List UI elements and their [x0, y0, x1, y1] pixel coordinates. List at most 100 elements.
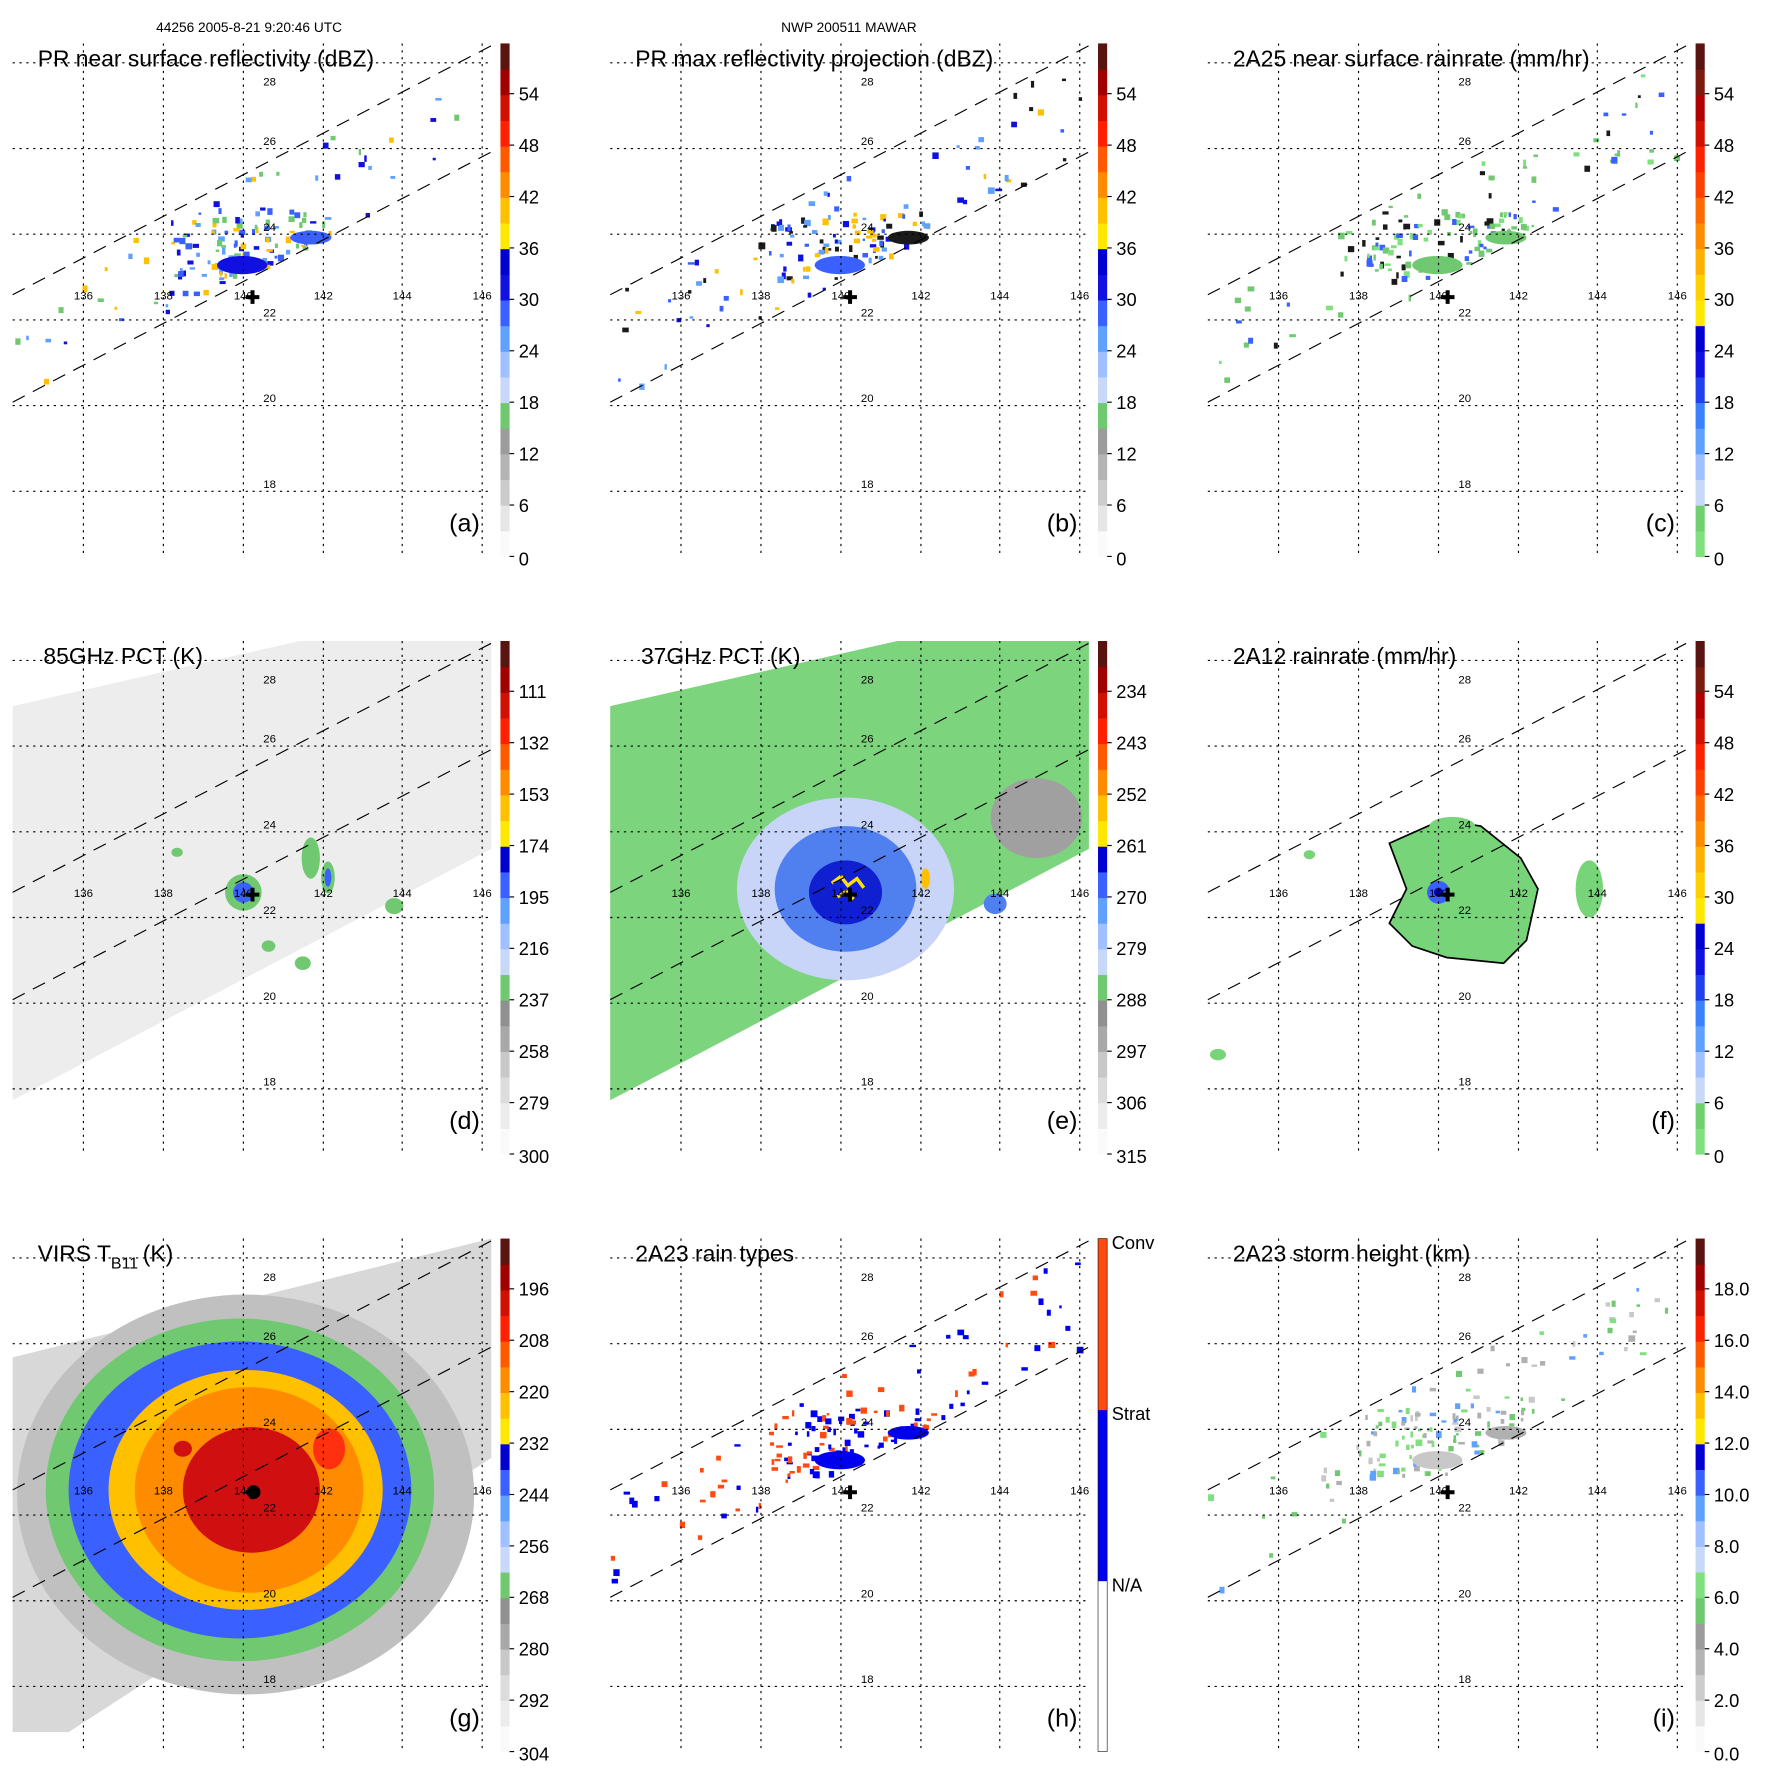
rain-pixel — [1326, 305, 1333, 311]
rain-cell — [1412, 255, 1463, 275]
colorbar-swatch — [1695, 1264, 1705, 1291]
rain-pixel — [233, 228, 240, 232]
rain-pixel — [768, 1431, 774, 1436]
colorbar-swatch — [1098, 717, 1108, 745]
lat-label: 20 — [861, 991, 874, 1003]
rain-pixel — [1636, 1304, 1641, 1307]
rain-pixel — [827, 192, 830, 197]
panel-title-text: 2A25 near surface rainrate (mm/hr) — [1233, 45, 1590, 71]
panel-title: 85GHz PCT (K) — [43, 643, 203, 669]
rainband — [1575, 860, 1604, 918]
colorbar-swatch — [1098, 923, 1108, 950]
colorbar-label: 16.0 — [1714, 1330, 1750, 1351]
rain-pixel — [143, 257, 150, 265]
lat-label: 24 — [861, 819, 874, 831]
rain-pixel — [334, 174, 341, 180]
colorbar-label: 18 — [1714, 990, 1734, 1011]
rain-pixel — [834, 239, 842, 245]
rain-pixel — [1414, 1414, 1418, 1421]
rain-cell — [814, 255, 865, 275]
rain-pixel — [811, 1455, 819, 1462]
rain-pixel — [1629, 1312, 1634, 1318]
rain-pixel — [1624, 1346, 1628, 1352]
rain-pixel — [1513, 214, 1517, 220]
colorbar-swatch — [1098, 1102, 1108, 1129]
colorbar-swatch — [1695, 1648, 1705, 1676]
rain-pixel — [909, 1344, 917, 1348]
rain-pixel — [1387, 268, 1393, 272]
rain-pixel — [1508, 212, 1512, 217]
rain-pixel — [82, 285, 88, 293]
rainband — [171, 847, 183, 857]
rain-pixel — [1338, 232, 1345, 240]
rainband — [385, 898, 404, 915]
colorbar-swatch — [1098, 351, 1108, 378]
colorbar-swatch — [1695, 299, 1705, 327]
colorbar-swatch — [1098, 325, 1108, 352]
rain-pixel — [221, 245, 226, 248]
rain-pixel — [771, 225, 777, 232]
colorbar-swatch — [500, 505, 510, 532]
colorbar-label: 279 — [1116, 938, 1146, 959]
rain-pixel — [873, 247, 880, 252]
rain-pixel — [1481, 161, 1486, 166]
rain-pixel — [639, 383, 645, 390]
colorbar-swatch — [1695, 1597, 1705, 1624]
lat-label: 28 — [861, 674, 874, 686]
rain-pixel — [834, 206, 840, 212]
rain-pixel — [322, 221, 326, 229]
rain-pixel — [243, 251, 250, 258]
rain-pixel — [850, 1420, 857, 1425]
rain-pixel — [1375, 1425, 1379, 1429]
cold-cloud — [990, 778, 1083, 859]
colorbar-label: 0 — [1714, 549, 1724, 570]
colorbar-swatch — [500, 120, 510, 147]
rain-pixel — [1573, 152, 1580, 157]
colorbar-h: Conv Strat N/A — [1097, 1232, 1155, 1753]
panel-title: VIRS TB11 (K) — [38, 1240, 174, 1272]
rain-pixel — [721, 1513, 727, 1519]
colorbar-swatch — [500, 146, 510, 173]
colorbar-label: 6 — [1714, 1092, 1724, 1113]
pr-swath-edge — [1207, 151, 1687, 403]
lon-label: 146 — [473, 888, 492, 900]
rain-pixel — [1454, 1426, 1462, 1433]
rain-pixel — [862, 238, 865, 241]
panel-letter: (e) — [1047, 1107, 1078, 1135]
colorbar-label: 8.0 — [1714, 1536, 1739, 1557]
rain-pixel — [753, 257, 758, 261]
rain-pixel — [219, 271, 223, 277]
rain-pixel — [1413, 1462, 1417, 1467]
rain-pixel — [834, 277, 838, 280]
pr-swath-edge — [12, 151, 492, 403]
rain-pixel — [192, 243, 200, 248]
lon-label: 146 — [1070, 888, 1089, 900]
colorbar-swatch — [500, 948, 510, 976]
rain-pixel — [1552, 207, 1559, 212]
colorbar-swatch — [500, 428, 510, 455]
colorbar-swatch — [1695, 1051, 1705, 1078]
rain-pixel — [1397, 1469, 1400, 1474]
rain-pixel — [207, 260, 211, 265]
colorbar-swatch — [1695, 402, 1705, 429]
lon-label: 140 — [234, 290, 253, 302]
rain-pixel — [1408, 294, 1412, 302]
rain-pixel — [822, 218, 829, 226]
rain-pixel — [862, 217, 867, 221]
rain-pixel — [240, 243, 247, 250]
colorbar-swatch — [1098, 120, 1108, 147]
colorbar-swatch — [1695, 1128, 1705, 1155]
rain-pixel — [1373, 1431, 1378, 1437]
rain-pixel — [218, 208, 222, 215]
rain-pixel — [1639, 1352, 1647, 1356]
rain-pixel — [289, 230, 295, 234]
rain-pixel — [613, 1569, 620, 1577]
rain-pixel — [183, 270, 186, 277]
lon-label: 144 — [990, 888, 1010, 900]
colorbar-swatch — [500, 794, 510, 822]
rain-pixel — [1489, 223, 1496, 229]
rain-pixel — [294, 212, 301, 219]
rain-pixel — [783, 266, 787, 272]
rain-pixel — [213, 201, 220, 208]
colorbar-label: 4.0 — [1714, 1639, 1739, 1660]
